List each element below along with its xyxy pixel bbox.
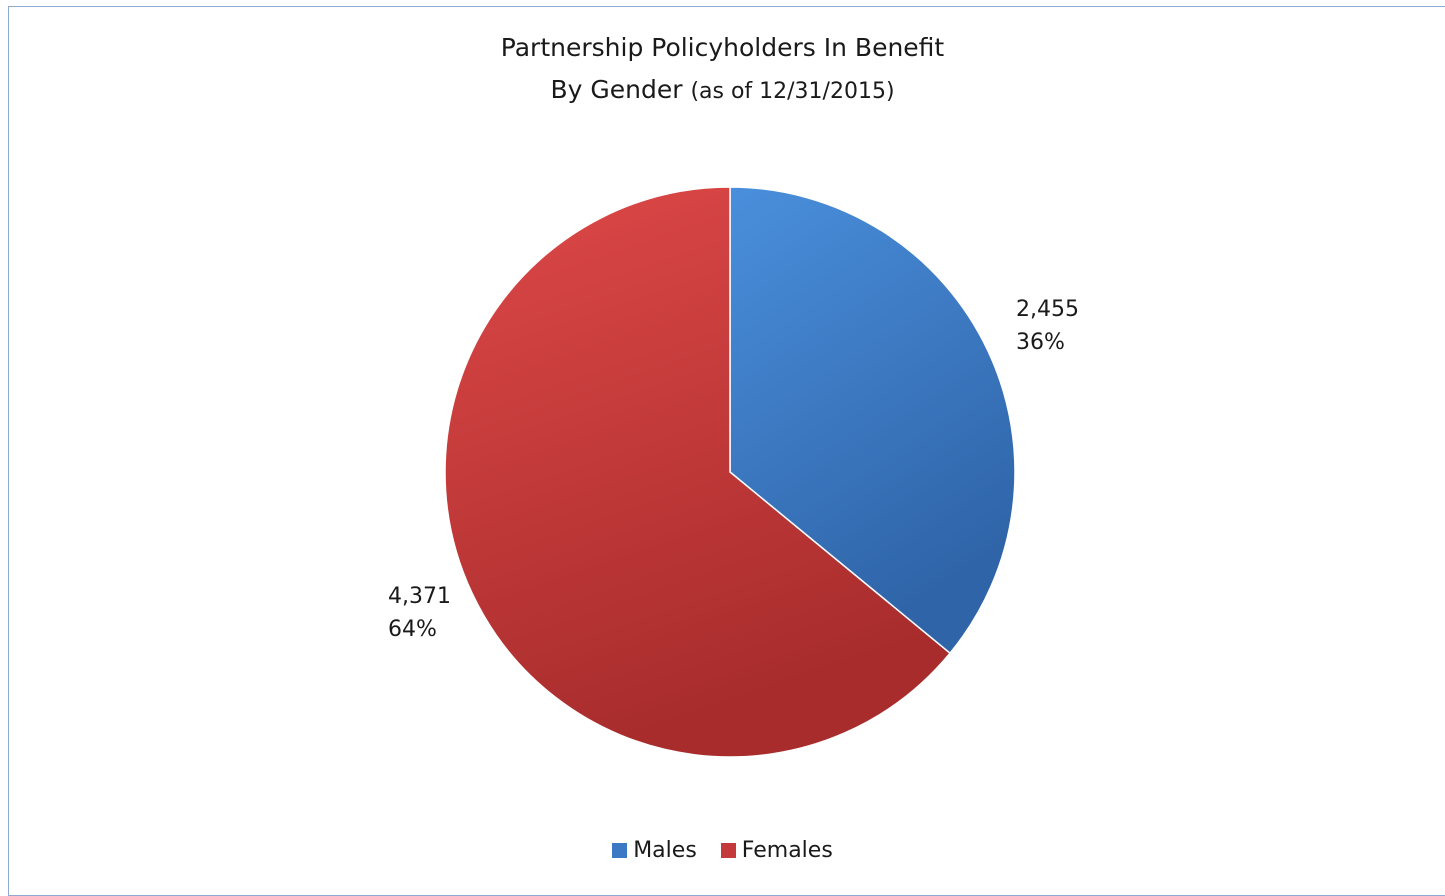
data-label-males-percent: 36% bbox=[1016, 330, 1065, 355]
chart-subtitle-main: By Gender bbox=[550, 75, 683, 104]
chart-title-text: Partnership Policyholders In Benefit bbox=[500, 33, 945, 62]
legend-swatch-females bbox=[720, 843, 736, 858]
legend-label-females: Females bbox=[741, 838, 833, 863]
data-label-males-value: 2,455 bbox=[1016, 297, 1079, 322]
pie-slice-females bbox=[444, 186, 952, 758]
pie-slice-males bbox=[729, 186, 1016, 655]
chart-legend: Males Females bbox=[0, 838, 1445, 863]
legend-item-females: Females bbox=[720, 838, 833, 863]
chart-subtitle: By Gender (as of 12/31/2015) bbox=[0, 70, 1445, 112]
data-label-males: 2,455 36% bbox=[1016, 293, 1079, 359]
chart-subtitle-note: (as of 12/31/2015) bbox=[690, 79, 895, 104]
legend-label-males: Males bbox=[633, 838, 697, 863]
data-label-females-value: 4,371 bbox=[388, 584, 451, 609]
data-label-females-percent: 64% bbox=[388, 617, 437, 642]
chart-title: Partnership Policyholders In Benefit bbox=[0, 28, 1445, 68]
legend-swatch-males bbox=[612, 843, 628, 858]
data-label-females: 4,371 64% bbox=[388, 580, 451, 646]
legend-item-males: Males bbox=[612, 838, 697, 863]
